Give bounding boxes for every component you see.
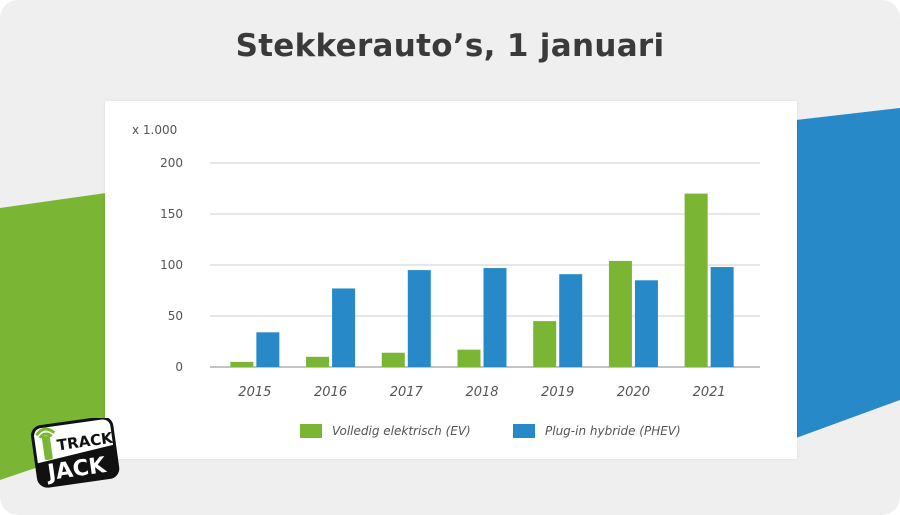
legend-item-ev: Volledig elektrisch (EV) (300, 424, 471, 438)
legend-item-phev: Plug-in hybride (PHEV) (513, 424, 681, 438)
y-tick-label: 0 (175, 360, 183, 374)
trackjack-logo-mark: TRACK JACK (31, 416, 120, 488)
bar-ev-2015 (230, 361, 254, 367)
bar-ev-2021 (684, 193, 708, 367)
bar-ev-2017 (381, 352, 405, 367)
bar-phev-2021 (710, 267, 734, 367)
bar-phev-2016 (332, 288, 356, 367)
bar-phev-2020 (634, 280, 658, 367)
bar-phev-2017 (407, 270, 431, 367)
x-tick-label: 2016 (314, 385, 347, 400)
legend-label-ev: Volledig elektrisch (EV) (332, 424, 471, 438)
y-axis-unit-label: x 1.000 (132, 123, 178, 137)
legend-swatch-ev (300, 424, 322, 438)
chart-title: Stekkerauto’s, 1 januari (235, 28, 665, 64)
bar-chart: 0 50 100 150 200 2015 2016 2017 2018 2019 2020 2021 (160, 156, 760, 400)
x-tick-label: 2015 (238, 385, 271, 400)
x-tick-label: 2019 (541, 385, 574, 400)
trackjack-logo: TRACK JACK (26, 416, 126, 494)
bar-ev-2019 (533, 321, 557, 367)
legend-swatch-phev (513, 424, 535, 438)
y-tick-label: 100 (160, 258, 183, 272)
x-tick-label: 2020 (617, 385, 650, 400)
x-tick-label: 2018 (465, 385, 498, 400)
y-tick-label: 200 (160, 156, 183, 170)
y-tick-label: 150 (160, 207, 183, 221)
bar-ev-2018 (457, 349, 481, 367)
bar-ev-2016 (306, 356, 330, 367)
bar-ev-2020 (608, 260, 632, 367)
legend-label-phev: Plug-in hybride (PHEV) (545, 424, 681, 438)
x-tick-label: 2021 (693, 385, 726, 400)
y-tick-label: 50 (168, 309, 183, 323)
chart-card: x 1.000 0 50 100 150 200 2015 2016 2017 2018 2019… (105, 101, 797, 459)
x-tick-label: 2017 (390, 385, 424, 400)
bar-phev-2019 (559, 274, 583, 367)
bar-phev-2018 (483, 268, 507, 367)
bar-phev-2015 (256, 332, 280, 367)
